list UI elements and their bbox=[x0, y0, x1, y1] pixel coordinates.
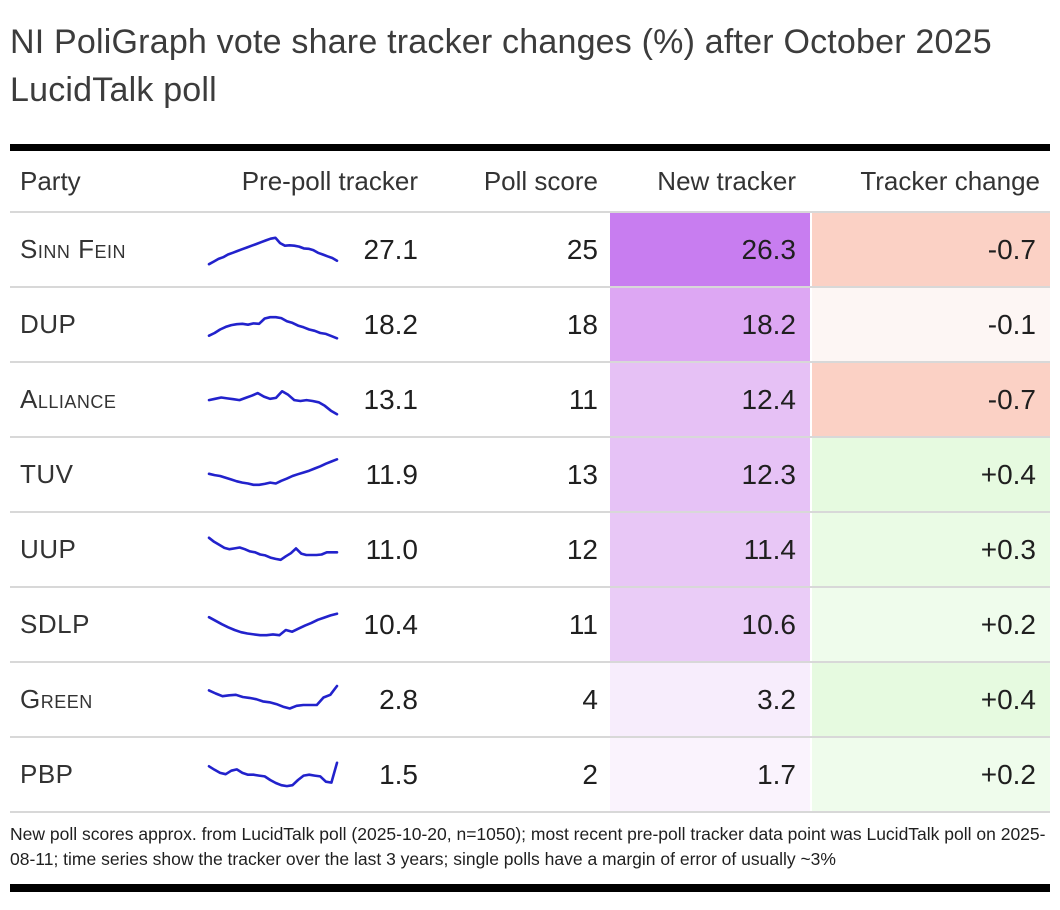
sparkline bbox=[205, 738, 340, 811]
sparkline bbox=[205, 363, 340, 436]
pre-poll-value: 18.2 bbox=[363, 308, 419, 340]
new-tracker-value: 1.7 bbox=[610, 738, 810, 811]
col-header-poll-score: Poll score bbox=[483, 165, 598, 196]
table-header-row: Party Pre-poll tracker Poll score New tr… bbox=[10, 151, 1050, 211]
sparkline-svg bbox=[207, 536, 338, 561]
tracker-change-value: +0.2 bbox=[810, 588, 1050, 661]
bottom-rule bbox=[10, 884, 1050, 892]
sparkline bbox=[205, 513, 340, 586]
pre-poll-value: 11.0 bbox=[365, 533, 418, 565]
sparkline bbox=[205, 213, 340, 286]
poll-score-value: 18 bbox=[566, 308, 598, 340]
party-name: DUP bbox=[20, 309, 77, 339]
page-title: NI PoliGraph vote share tracker changes … bbox=[10, 23, 992, 109]
new-tracker-value: 12.4 bbox=[610, 363, 810, 436]
table-row: SDLP 10.4 11 10.6 +0.2 bbox=[10, 586, 1050, 661]
poll-score-value: 12 bbox=[566, 533, 598, 565]
sparkline-svg bbox=[207, 611, 338, 637]
col-header-pre-poll-tracker: Pre-poll tracker bbox=[241, 165, 418, 196]
poll-score-value: 2 bbox=[582, 758, 598, 790]
table-row: TUV 11.9 13 12.3 +0.4 bbox=[10, 436, 1050, 511]
new-tracker-value: 3.2 bbox=[610, 663, 810, 736]
party-name: Green bbox=[20, 684, 93, 714]
sparkline bbox=[205, 438, 340, 511]
pre-poll-value: 13.1 bbox=[363, 383, 419, 415]
table-row: Alliance 13.1 11 12.4 -0.7 bbox=[10, 361, 1050, 436]
sparkline-svg bbox=[207, 389, 338, 416]
new-tracker-value: 11.4 bbox=[610, 513, 810, 586]
sparkline bbox=[205, 663, 340, 736]
col-header-party: Party bbox=[20, 165, 81, 196]
tracker-change-value: +0.2 bbox=[810, 738, 1050, 811]
party-name: TUV bbox=[20, 459, 74, 489]
top-rule bbox=[10, 144, 1050, 151]
sparkline-svg bbox=[207, 315, 338, 340]
sparkline bbox=[205, 288, 340, 361]
table-row: DUP 18.2 18 18.2 -0.1 bbox=[10, 286, 1050, 361]
sparkline-svg bbox=[207, 761, 338, 787]
sparkline-svg bbox=[207, 457, 338, 486]
sparkline bbox=[205, 588, 340, 661]
poll-score-value: 13 bbox=[566, 458, 598, 490]
tracker-change-value: -0.7 bbox=[810, 213, 1050, 286]
table-row: PBP 1.5 2 1.7 +0.2 bbox=[10, 736, 1050, 811]
table-row: Green 2.8 4 3.2 +0.4 bbox=[10, 661, 1050, 736]
new-tracker-value: 18.2 bbox=[610, 288, 810, 361]
table-row: Sinn Fein 27.1 25 26.3 -0.7 bbox=[10, 211, 1050, 286]
pre-poll-value: 27.1 bbox=[363, 233, 419, 265]
footer-divider bbox=[10, 811, 1050, 813]
party-name: UUP bbox=[20, 534, 77, 564]
pre-poll-value: 11.9 bbox=[365, 458, 418, 490]
poll-score-value: 11 bbox=[568, 383, 598, 415]
new-tracker-value: 10.6 bbox=[610, 588, 810, 661]
party-name: PBP bbox=[20, 759, 74, 789]
tracker-change-value: +0.4 bbox=[810, 663, 1050, 736]
poll-score-value: 4 bbox=[582, 683, 598, 715]
pre-poll-value: 2.8 bbox=[379, 683, 418, 715]
pre-poll-value: 1.5 bbox=[379, 758, 418, 790]
new-tracker-value: 26.3 bbox=[610, 213, 810, 286]
tracker-change-value: +0.3 bbox=[810, 513, 1050, 586]
tracker-change-value: +0.4 bbox=[810, 438, 1050, 511]
sparkline-svg bbox=[207, 684, 338, 710]
tracker-change-value: -0.7 bbox=[810, 363, 1050, 436]
table-row: UUP 11.0 12 11.4 +0.3 bbox=[10, 511, 1050, 586]
party-name: SDLP bbox=[20, 609, 90, 639]
col-header-new-tracker: New tracker bbox=[657, 165, 796, 196]
poll-score-value: 11 bbox=[568, 608, 598, 640]
footnote-text: New poll scores approx. from LucidTalk p… bbox=[10, 824, 1046, 869]
poll-score-value: 25 bbox=[566, 233, 598, 265]
party-name: Alliance bbox=[20, 384, 117, 414]
tracker-change-value: -0.1 bbox=[810, 288, 1050, 361]
pre-poll-value: 10.4 bbox=[363, 608, 419, 640]
col-header-tracker-change: Tracker change bbox=[860, 165, 1040, 196]
party-name: Sinn Fein bbox=[20, 234, 126, 264]
sparkline-svg bbox=[207, 236, 338, 266]
new-tracker-value: 12.3 bbox=[610, 438, 810, 511]
